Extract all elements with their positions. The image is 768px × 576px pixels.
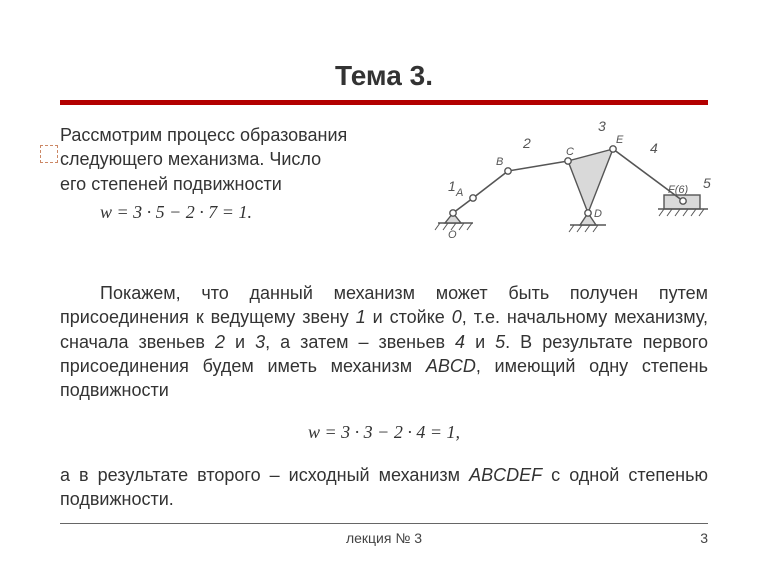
footer-page-number: 3 <box>678 530 708 546</box>
fig-link-label: 1 <box>448 178 456 194</box>
equation-1: w = 3 · 5 − 2 · 7 = 1. <box>100 200 370 224</box>
fig-node-label: E <box>616 134 624 146</box>
slide-title: Тема 3. <box>60 60 708 92</box>
fig-link-label: 4 <box>650 140 658 156</box>
fig-node-label: B <box>496 156 503 168</box>
mechanism-figure: 1 2 3 4 5 O A B C D E F(6) <box>418 113 718 253</box>
fig-node-label: C <box>566 146 574 158</box>
paragraph-1: Покажем, что данный механизм может быть … <box>60 281 708 402</box>
fig-link-label: 3 <box>598 118 606 134</box>
intro-block: Рассмотрим процесс образования следующег… <box>60 123 708 263</box>
title-rule <box>60 100 708 105</box>
intro-text: Рассмотрим процесс образования следующег… <box>60 123 370 224</box>
placeholder-box <box>40 145 58 163</box>
intro-line: его степеней подвижности <box>60 172 370 196</box>
slide-body: Рассмотрим процесс образования следующег… <box>60 123 708 511</box>
paragraph-2: а в результате второго – исходный механи… <box>60 463 708 512</box>
footer-lecture: лекция № 3 <box>90 530 678 546</box>
slide: Тема 3. Рассмотрим процесс образования с… <box>0 0 768 576</box>
intro-line: Рассмотрим процесс образования <box>60 123 370 147</box>
slide-footer: лекция № 3 3 <box>60 523 708 546</box>
fig-link-label: 2 <box>522 135 531 151</box>
fig-node-label: F(6) <box>668 184 689 196</box>
fig-node-label: O <box>448 229 457 241</box>
fig-node-label: A <box>455 187 463 199</box>
intro-line: следующего механизма. Число <box>60 147 370 171</box>
equation-2: w = 3 · 3 − 2 · 4 = 1, <box>60 420 708 444</box>
fig-node-label: D <box>594 208 602 220</box>
fig-link-label: 5 <box>703 175 711 191</box>
